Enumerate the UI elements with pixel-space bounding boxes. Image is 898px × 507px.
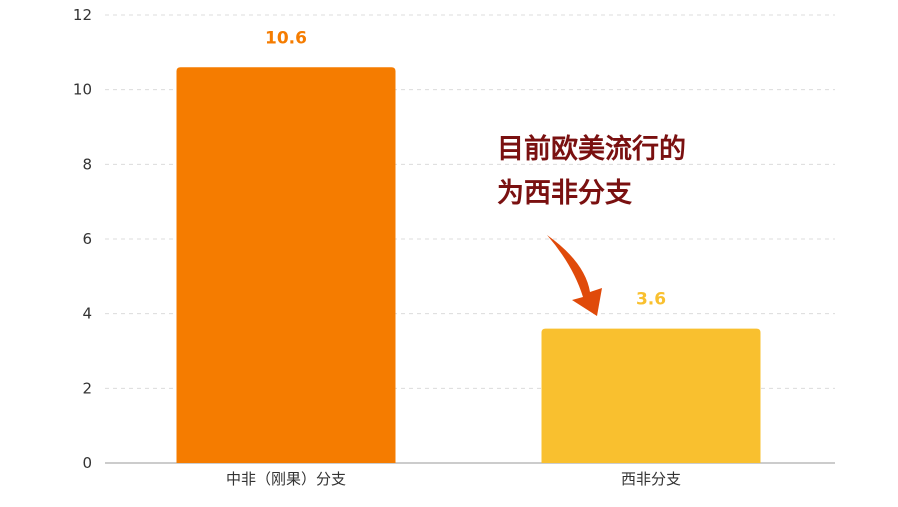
data-label: 3.6	[636, 290, 666, 310]
bar	[541, 328, 761, 463]
arrow-icon	[547, 235, 602, 316]
y-tick-label: 10	[73, 81, 92, 99]
y-tick-label: 8	[82, 155, 92, 173]
annotation-line-1: 目前欧美流行的	[497, 134, 686, 165]
data-label: 10.6	[265, 28, 307, 48]
y-tick-label: 6	[82, 230, 92, 248]
y-tick-label: 4	[82, 305, 92, 323]
y-tick-label: 0	[82, 454, 92, 472]
x-tick-label: 西非分支	[621, 470, 681, 488]
y-tick-label: 12	[73, 6, 92, 24]
y-tick-label: 2	[82, 379, 92, 397]
bar	[176, 67, 396, 464]
x-tick-label: 中非（刚果）分支	[226, 470, 346, 488]
annotation-line-2: 为西非分支	[497, 178, 632, 209]
